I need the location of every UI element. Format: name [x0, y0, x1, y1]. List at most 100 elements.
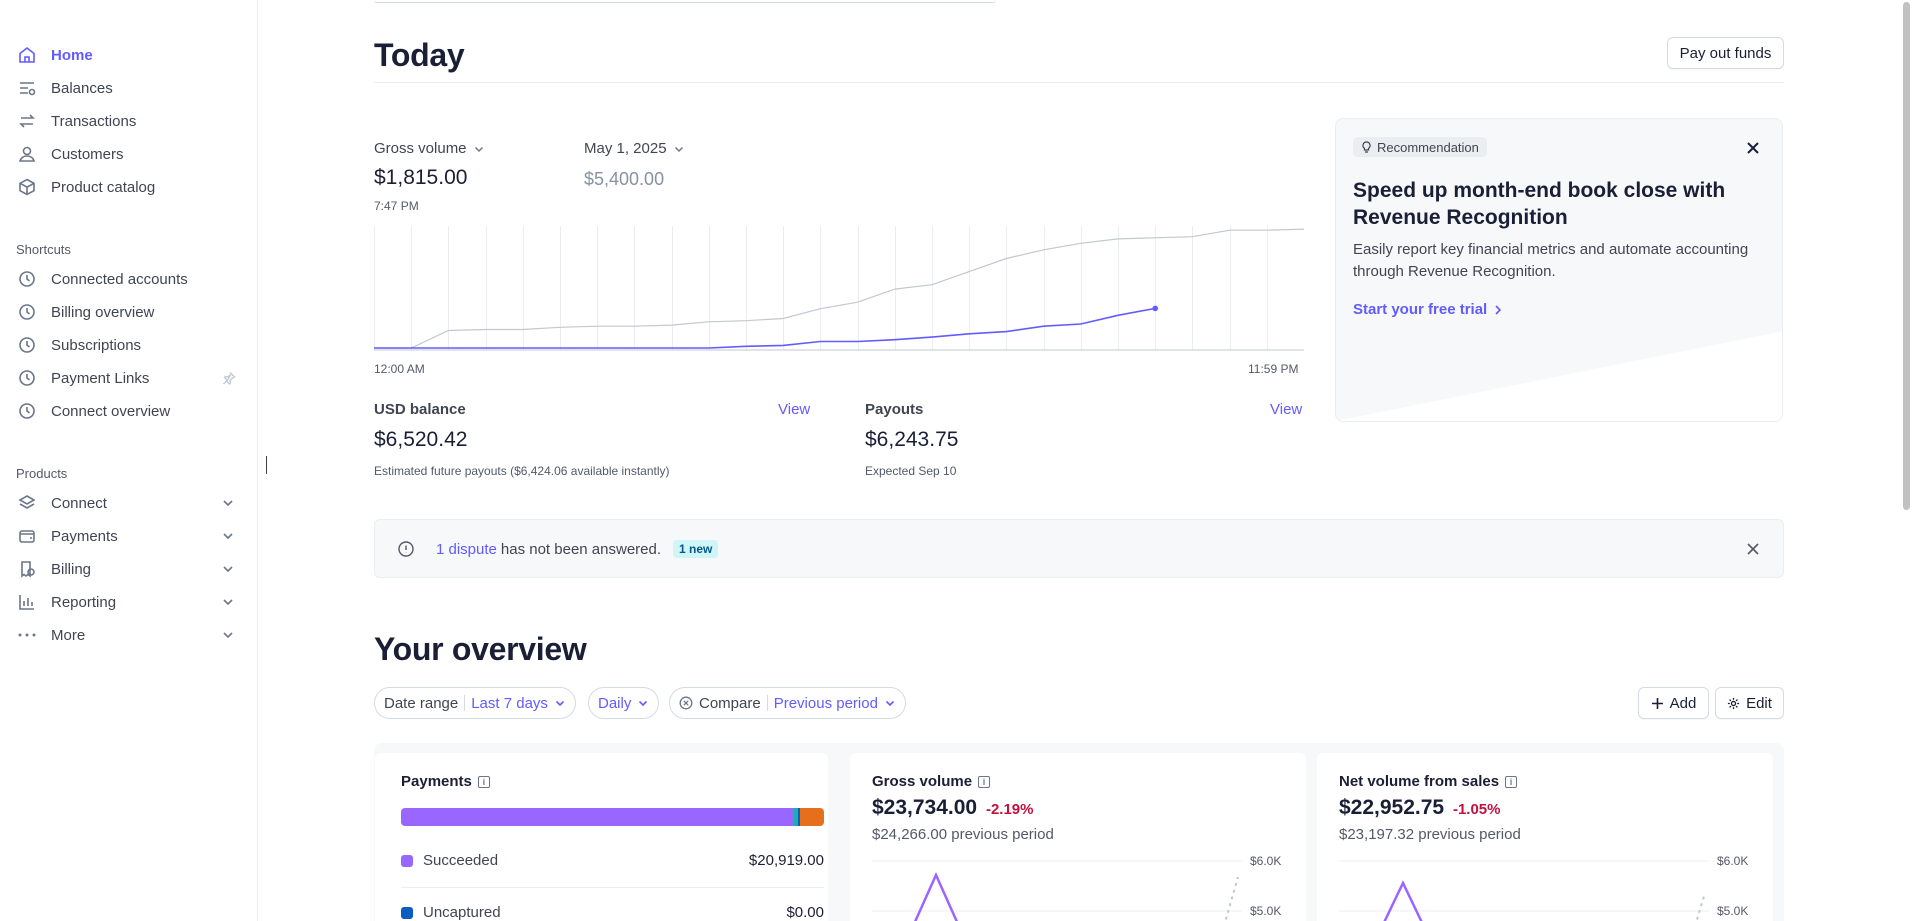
dispute-link[interactable]: 1 dispute [436, 540, 497, 558]
status-bar-segment [401, 808, 795, 826]
compare-date-dropdown[interactable]: May 1, 2025 [584, 140, 685, 157]
status-bar-segment [797, 808, 801, 826]
sidebar-item-more[interactable]: More [16, 622, 236, 648]
edit-label: Edit [1746, 694, 1772, 712]
chevron-down-icon [674, 146, 683, 152]
gross-volume-label: Gross volume [374, 140, 467, 157]
x-axis-start-label: 12:00 AM [374, 362, 425, 376]
start-free-trial-link[interactable]: Start your free trial [1353, 301, 1503, 318]
sidebar-item-transactions[interactable]: Transactions [16, 108, 236, 134]
card-title: Gross volume i [872, 773, 991, 790]
payments-title: Payments [401, 773, 472, 790]
plus-icon [1651, 697, 1663, 709]
info-icon[interactable]: i [978, 775, 991, 788]
info-icon[interactable]: i [1505, 775, 1518, 788]
gross-title: Gross volume [872, 773, 973, 790]
net-title: Net volume from sales [1339, 773, 1500, 790]
payouts-value: $6,243.75 [865, 428, 959, 451]
series-line-previous [1224, 876, 1239, 921]
scrollbar-thumb[interactable] [1903, 2, 1910, 510]
decorative-wedge [1336, 331, 1782, 421]
recommendation-badge: Recommendation [1353, 137, 1487, 157]
compare-filter[interactable]: Compare Previous period [669, 687, 906, 719]
today-gross-volume-chart [374, 226, 1304, 351]
payouts-note: Expected Sep 10 [865, 464, 957, 478]
divider [766, 695, 768, 711]
y-tick-label: $5.0K [1717, 904, 1748, 918]
legend-row-uncaptured: Uncaptured $0.00 [401, 904, 824, 921]
sidebar-item-label: Billing [51, 560, 92, 578]
interval-value: Daily [598, 694, 632, 712]
compare-value: $5,400.00 [584, 169, 665, 189]
payments-icon [16, 525, 38, 547]
chevron-down-icon [639, 700, 648, 707]
balances-icon [16, 77, 38, 99]
gross-volume-dropdown[interactable]: Gross volume [374, 140, 485, 157]
sidebar-item-label: Transactions [51, 112, 137, 130]
shortcuts-heading: Shortcuts [16, 242, 71, 257]
sidebar-item-connect[interactable]: Connect [16, 490, 236, 516]
net-previous: $23,197.32 previous period [1339, 826, 1521, 843]
unpin-icon[interactable] [222, 371, 236, 385]
succeeded-swatch [401, 854, 413, 867]
add-widget-button[interactable]: Add [1638, 687, 1709, 719]
sidebar-item-product-catalog[interactable]: Product catalog [16, 174, 236, 200]
date-range-filter[interactable]: Date range Last 7 days [374, 687, 576, 719]
remove-circle-icon[interactable] [679, 696, 693, 710]
clock-icon [16, 268, 38, 290]
date-range-value: Last 7 days [471, 694, 548, 712]
usd-balance-view-link[interactable]: View [778, 401, 811, 418]
chevron-down-icon [223, 632, 233, 639]
clock-icon [16, 367, 38, 389]
close-icon[interactable] [1745, 541, 1761, 557]
scrollbar-track[interactable] [1900, 0, 1913, 921]
sidebar-item-billing[interactable]: Billing [16, 556, 236, 582]
legend-label: Succeeded [423, 852, 499, 869]
interval-filter[interactable]: Daily [588, 687, 660, 719]
transactions-icon [16, 110, 38, 132]
sidebar-item-payment-links[interactable]: Payment Links [16, 365, 236, 391]
sidebar-item-customers[interactable]: Customers [16, 141, 236, 167]
usd-balance-label: USD balance [374, 401, 466, 418]
sidebar-item-payments[interactable]: Payments [16, 523, 236, 549]
gross-value: $23,734.00 -2.19% [872, 796, 1033, 820]
sidebar-item-reporting[interactable]: Reporting [16, 589, 236, 615]
usd-balance-note: Estimated future payouts ($6,424.06 avai… [374, 464, 670, 478]
legend-label: Uncaptured [423, 904, 501, 921]
payouts-view-link[interactable]: View [1270, 401, 1303, 418]
compare-label: Compare [699, 694, 761, 712]
sidebar-item-connect-overview[interactable]: Connect overview [16, 398, 236, 424]
gross-volume-card[interactable]: Gross volume i $23,734.00 -2.19% $24,266… [850, 753, 1306, 921]
product-catalog-icon [16, 176, 38, 198]
divider [401, 887, 824, 888]
net-change: -1.05% [1452, 801, 1501, 818]
search-bar-edge[interactable] [374, 0, 996, 3]
pay-out-funds-button[interactable]: Pay out funds [1667, 37, 1784, 69]
chevron-down-icon [223, 533, 233, 540]
y-tick-label: $6.0K [1250, 854, 1281, 868]
sidebar-item-subscriptions[interactable]: Subscriptions [16, 332, 236, 358]
sidebar-item-label: Product catalog [51, 178, 156, 196]
sidebar-item-label: Balances [51, 79, 113, 97]
sidebar-item-label: Connect [51, 494, 107, 512]
sidebar-item-billing-overview[interactable]: Billing overview [16, 299, 236, 325]
current-point-marker [1152, 305, 1158, 312]
sidebar-item-connected-accounts[interactable]: Connected accounts [16, 266, 236, 292]
edit-overview-button[interactable]: Edit [1715, 687, 1784, 719]
chevron-down-icon [474, 146, 483, 152]
series-line-previous [1695, 892, 1706, 921]
series-line-current [1383, 880, 1423, 921]
date-range-label: Date range [384, 694, 459, 712]
net-volume-card[interactable]: Net volume from sales i $22,952.75 -1.05… [1317, 753, 1773, 921]
sidebar-item-home[interactable]: Home [16, 42, 236, 68]
close-icon[interactable] [1744, 139, 1762, 157]
chevron-right-icon [1495, 304, 1502, 315]
divider [464, 695, 466, 711]
sidebar-item-balances[interactable]: Balances [16, 75, 236, 101]
uncaptured-swatch [401, 906, 413, 919]
info-icon[interactable]: i [477, 775, 490, 788]
payments-card[interactable]: Payments i Succeeded $20,919.00 Uncaptur… [375, 753, 828, 921]
sidebar-item-label: Connect overview [51, 402, 171, 420]
clock-icon [16, 400, 38, 422]
gross-previous: $24,266.00 previous period [872, 826, 1054, 843]
